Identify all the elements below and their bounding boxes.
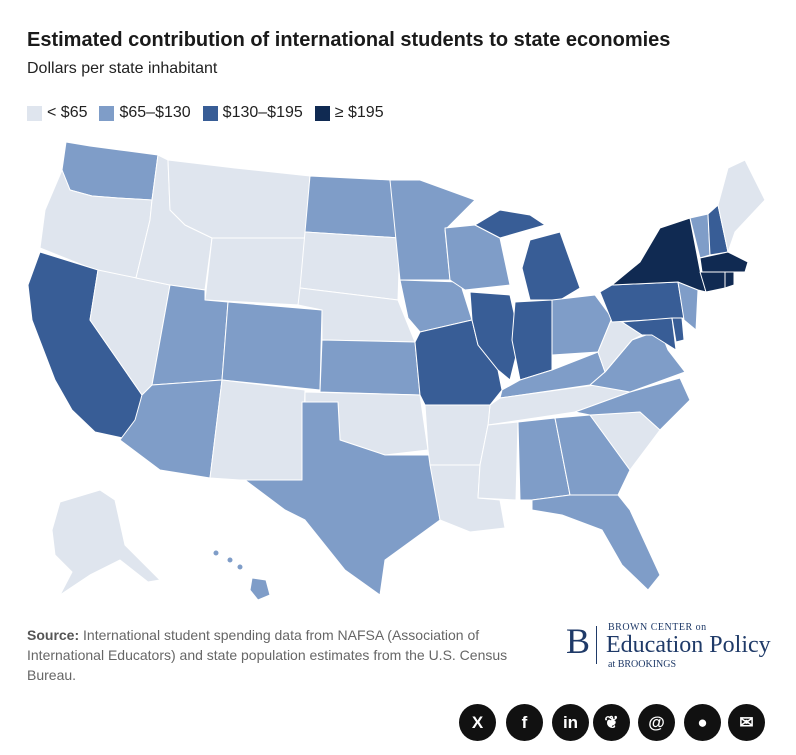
state-kansas[interactable] (319, 339, 421, 396)
state-mississippi[interactable] (477, 421, 519, 501)
state-hawaii-island[interactable] (226, 556, 234, 564)
state-rhode-island[interactable] (724, 271, 735, 289)
reddit-icon: ● (697, 712, 708, 732)
bluesky-icon: ❦ (604, 712, 619, 732)
state-montana[interactable] (167, 159, 311, 239)
legend-swatch (202, 105, 218, 121)
state-maine[interactable] (717, 159, 766, 253)
share-reddit-button[interactable]: ● (684, 704, 721, 741)
state-michigan-lower[interactable] (521, 231, 581, 301)
legend-item-high: ≥ $195 (314, 104, 384, 122)
state-indiana[interactable] (511, 299, 553, 381)
state-michigan-upper[interactable] (474, 209, 546, 239)
brand-divider (596, 626, 597, 664)
legend: < $65 $65–$130 $130–$195 ≥ $195 (27, 104, 396, 122)
source-text: International student spending data from… (27, 627, 508, 683)
source-label: Source: (27, 627, 80, 643)
map-subtitle: Dollars per state inhabitant (27, 60, 218, 77)
share-linkedin-button[interactable]: in (552, 704, 589, 741)
state-new-york[interactable] (611, 217, 707, 293)
state-north-dakota[interactable] (304, 175, 401, 239)
state-hawaii-island[interactable] (212, 549, 220, 557)
state-alaska[interactable] (51, 489, 161, 596)
state-hawaii-island[interactable] (236, 563, 244, 571)
legend-label: $130–$195 (222, 104, 303, 121)
us-states-map (27, 141, 766, 601)
share-email-button[interactable]: ✉ (728, 704, 765, 741)
email-icon: ✉ (739, 712, 754, 732)
source-note: Source: International student spending d… (27, 625, 547, 685)
state-wyoming[interactable] (204, 237, 306, 306)
legend-item-mid-high: $130–$195 (202, 104, 303, 122)
legend-label: < $65 (47, 104, 88, 121)
legend-swatch (314, 105, 330, 121)
state-new-mexico[interactable] (209, 379, 306, 481)
brand-line1: BROWN CENTER on (608, 622, 707, 633)
state-massachusetts[interactable] (699, 251, 749, 273)
brand-line2: Education Policy (606, 632, 771, 658)
state-arkansas[interactable] (424, 404, 491, 466)
legend-item-mid-low: $65–$130 (99, 104, 191, 122)
brand-letter: B (566, 621, 591, 661)
state-maryland[interactable] (621, 317, 677, 351)
state-georgia[interactable] (554, 414, 631, 496)
state-delaware[interactable] (671, 317, 685, 343)
share-x-button[interactable]: X (459, 704, 496, 741)
state-hawaii[interactable] (249, 577, 271, 601)
state-texas[interactable] (244, 401, 441, 596)
legend-swatch (99, 105, 115, 121)
state-illinois[interactable] (469, 291, 521, 381)
share-bluesky-button[interactable]: ❦ (593, 704, 630, 741)
state-north-carolina[interactable] (574, 377, 691, 431)
state-colorado[interactable] (221, 301, 323, 391)
linkedin-icon: in (562, 712, 579, 732)
legend-label: ≥ $195 (334, 104, 384, 121)
brookings-logo: B BROWN CENTER on Education Policy at BR… (566, 620, 776, 672)
state-florida[interactable] (531, 494, 661, 591)
legend-swatch (27, 105, 42, 121)
facebook-icon: f (521, 712, 528, 732)
threads-icon: @ (648, 712, 665, 732)
share-facebook-button[interactable]: f (506, 704, 543, 741)
legend-label: $65–$130 (119, 104, 191, 121)
x-icon: X (471, 712, 484, 732)
share-threads-button[interactable]: @ (638, 704, 675, 741)
legend-item-low: < $65 (27, 104, 87, 122)
map-title: Estimated contribution of international … (27, 29, 671, 51)
state-pennsylvania[interactable] (599, 281, 685, 323)
brand-line3: at BROOKINGS (608, 659, 677, 670)
